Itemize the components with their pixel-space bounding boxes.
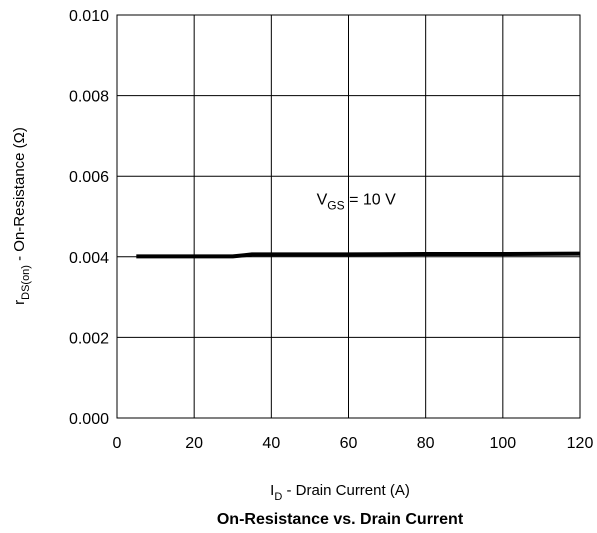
x-tick-label: 60 xyxy=(340,435,358,452)
x-tick-label: 120 xyxy=(567,435,594,452)
x-tick-label: 40 xyxy=(262,435,280,452)
y-tick-label: 0.006 xyxy=(69,169,109,186)
x-axis-label: ID - Drain Current (A) xyxy=(270,482,410,503)
chart-title: On-Resistance vs. Drain Current xyxy=(217,511,464,528)
x-tick-label: 0 xyxy=(113,435,122,452)
vgs-annotation: VGS = 10 V xyxy=(317,191,396,212)
x-tick-label: 100 xyxy=(489,435,516,452)
y-tick-label: 0.008 xyxy=(69,89,109,106)
series-group xyxy=(136,251,581,259)
y-axis-ticks: 0.000 0.002 0.004 0.006 0.008 0.010 xyxy=(69,8,109,428)
y-axis-label: rDS(on) - On-Resistance (Ω) xyxy=(11,127,32,305)
x-tick-label: 80 xyxy=(417,435,435,452)
x-tick-label: 20 xyxy=(185,435,203,452)
y-tick-label: 0.002 xyxy=(69,330,109,347)
y-tick-label: 0.000 xyxy=(69,411,109,428)
x-axis-ticks: 0 20 40 60 80 100 120 xyxy=(113,435,594,452)
y-tick-label: 0.004 xyxy=(69,250,109,267)
y-tick-label: 0.010 xyxy=(69,8,109,25)
series-line xyxy=(136,251,581,259)
